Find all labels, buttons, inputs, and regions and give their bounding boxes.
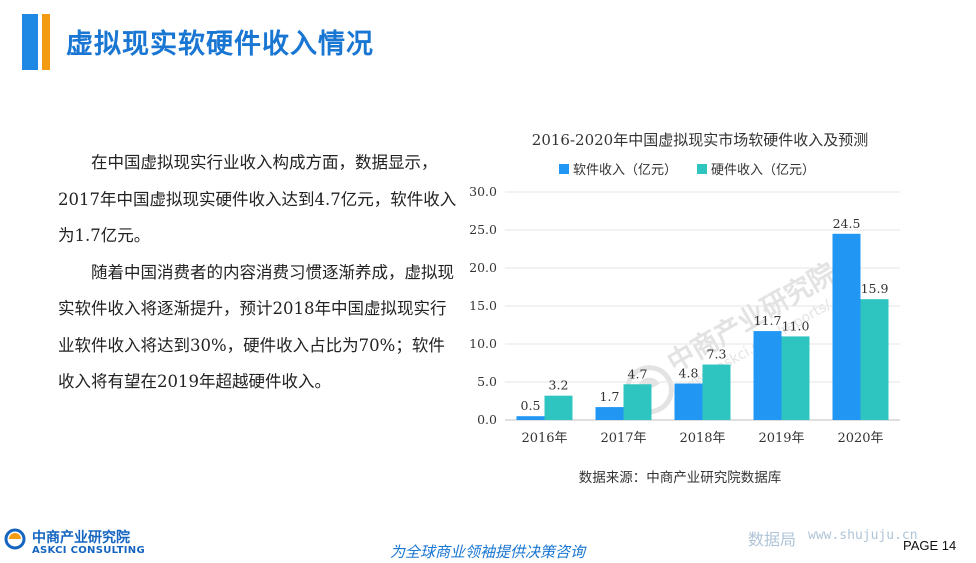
company-logo-icon: [4, 528, 26, 550]
bar-software: [516, 416, 545, 420]
y-axis-ticks: 0.0 5.0 10.0 15.0 20.0 25.0 30.0: [469, 184, 497, 427]
x-tick-label: 2020年: [837, 431, 883, 446]
title-accent-bar-orange: [42, 14, 50, 70]
bar-hardware: [860, 299, 889, 420]
slide-title: 虚拟现实软硬件收入情况: [66, 29, 374, 60]
bar-value-label: 1.7: [600, 389, 620, 404]
bar-software: [595, 407, 624, 420]
chart-legend: 软件收入（亿元） 硬件收入（亿元）: [559, 163, 815, 178]
x-tick-label: 2019年: [758, 431, 804, 446]
chart-source: 数据来源：中商产业研究院数据库: [578, 470, 782, 486]
bar-value-label: 4.7: [628, 366, 648, 381]
bar-value-label: 0.5: [521, 398, 541, 413]
x-tick-label: 2018年: [679, 431, 725, 446]
bar-value-label: 7.3: [707, 347, 727, 362]
legend-swatch-hardware: [697, 164, 707, 174]
y-tick-label: 20.0: [469, 260, 497, 275]
revenue-bar-chart: 2016-2020年中国虚拟现实市场软硬件收入及预测 软件收入（亿元） 硬件收入…: [469, 131, 900, 446]
bar-software: [832, 233, 861, 420]
y-tick-label: 0.0: [477, 412, 497, 427]
company-logo-english: ASKCI CONSULTING: [32, 545, 145, 556]
bar-hardware: [623, 384, 652, 420]
legend-label-hardware: 硬件收入（亿元）: [711, 163, 815, 178]
bar-value-label: 24.5: [833, 216, 861, 231]
title-accent-bar-blue: [22, 14, 38, 70]
x-axis-ticks: 2016年 2017年 2018年 2019年 2020年: [521, 431, 883, 446]
y-tick-label: 25.0: [469, 222, 497, 237]
y-tick-label: 30.0: [469, 184, 497, 199]
bar-value-label: 11.7: [754, 313, 782, 328]
bar-hardware: [781, 336, 810, 420]
body-paragraph-2: 随着中国消费者的内容消费习惯逐渐养成，虚拟现实软件收入将逐渐提升，预计2018年…: [58, 262, 454, 392]
x-tick-label: 2017年: [600, 431, 646, 446]
footer-slogan: 为全球商业领袖提供决策咨询: [390, 543, 586, 561]
legend-label-software: 软件收入（亿元）: [573, 163, 677, 178]
page-number: PAGE 14: [903, 538, 957, 553]
y-tick-label: 10.0: [469, 336, 497, 351]
legend-swatch-software: [559, 164, 569, 174]
company-logo-name: 中商产业研究院: [32, 530, 130, 546]
footer-site-url: www.shujuju.cn: [808, 528, 918, 543]
y-tick-label: 15.0: [469, 298, 497, 313]
bar-value-label: 4.8: [679, 366, 699, 381]
watermark: 中商产业研究院 www.askci.com/reports/: [624, 257, 842, 415]
y-tick-label: 5.0: [477, 374, 497, 389]
bar-value-label: 15.9: [861, 281, 889, 296]
bar-hardware: [702, 364, 731, 420]
body-text: 在中国虚拟现实行业收入构成方面，数据显示，2017年中国虚拟现实硬件收入达到4.…: [58, 145, 458, 401]
bar-value-label: 3.2: [549, 378, 569, 393]
bar-software: [753, 331, 782, 420]
bar-value-labels: 0.5 3.2 1.7 4.7 4.8 7.3 11.7 11.0 24.5 15.9: [521, 216, 889, 413]
bar-hardware: [544, 395, 573, 420]
bar-value-label: 11.0: [782, 318, 810, 333]
x-tick-label: 2016年: [521, 431, 567, 446]
chart-bars: [516, 233, 889, 420]
body-paragraph-1: 在中国虚拟现实行业收入构成方面，数据显示，2017年中国虚拟现实硬件收入达到4.…: [58, 153, 457, 245]
bar-software: [674, 383, 703, 420]
footer-site-name: 数据局: [748, 530, 797, 549]
chart-title: 2016-2020年中国虚拟现实市场软硬件收入及预测: [532, 131, 868, 149]
